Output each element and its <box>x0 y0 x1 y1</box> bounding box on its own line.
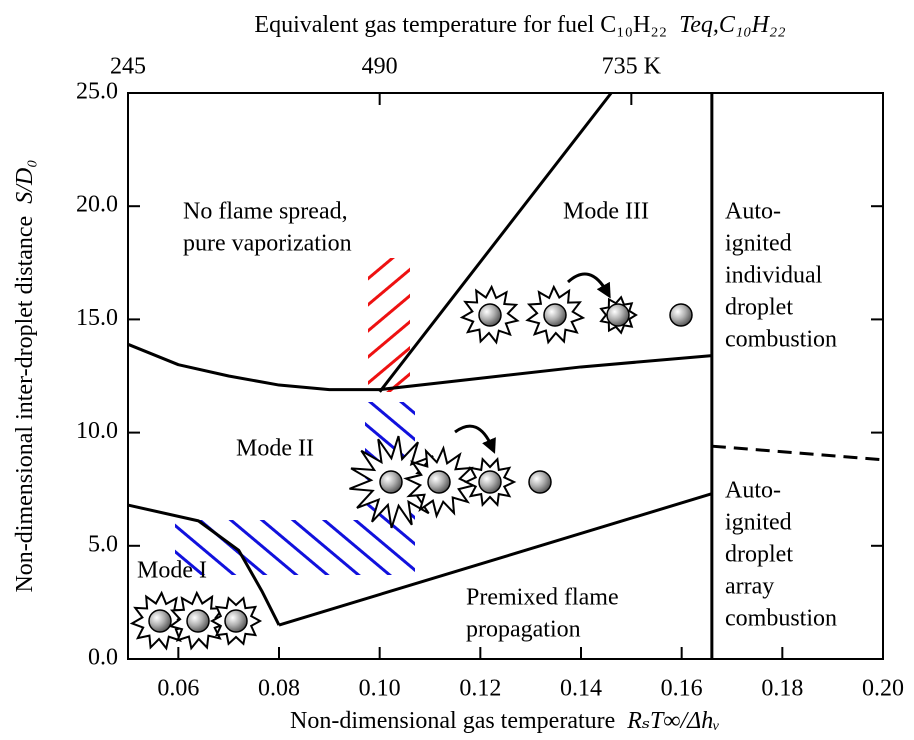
arrow <box>566 272 611 299</box>
boundary-line <box>711 444 884 462</box>
droplet <box>669 303 693 327</box>
droplet <box>148 609 172 633</box>
annotation: droplet <box>725 295 793 321</box>
x-tick-label: 0.12 <box>459 676 501 702</box>
annotation: No flame spread, <box>183 199 348 225</box>
annotation: ignited <box>725 231 792 257</box>
annotation: Auto- <box>725 199 781 225</box>
annotation: droplet <box>725 542 793 568</box>
x-tick-label: 0.18 <box>761 676 803 702</box>
boundary-line <box>378 92 613 393</box>
hatching <box>175 258 415 575</box>
annotation: Premixed flame <box>466 585 619 611</box>
y-axis-symbol: S/D₀ <box>12 159 38 203</box>
top-axis-label-text: Equivalent gas temperature for fuel C₁₀H… <box>254 12 667 38</box>
annotation: pure vaporization <box>183 231 352 257</box>
droplet <box>186 609 210 633</box>
top-tick-label: 735 K <box>602 54 662 80</box>
x-axis-symbol: RₛT∞/Δhᵥ <box>626 708 720 734</box>
droplets <box>129 272 693 651</box>
x-axis-label: Non-dimensional gas temperature RₛT∞/Δhᵥ <box>290 708 720 734</box>
x-tick-label: 0.20 <box>862 676 904 702</box>
droplet <box>478 303 502 327</box>
droplet <box>478 470 502 494</box>
x-tick-label: 0.10 <box>359 676 401 702</box>
y-tick-label: 15.0 <box>76 305 118 331</box>
x-tick-label: 0.16 <box>661 676 703 702</box>
top-axis-label: Equivalent gas temperature for fuel C₁₀H… <box>254 12 785 38</box>
annotation: combustion <box>725 327 837 353</box>
top-tick-label: 490 <box>362 54 398 80</box>
y-axis-label: Non-dimensional inter-droplet distance S/… <box>12 159 38 592</box>
annotation: Auto- <box>725 478 781 504</box>
top-tick-label: 245 <box>110 54 146 80</box>
boundary-line <box>278 492 713 627</box>
droplet <box>427 470 451 494</box>
y-axis-label-text: Non-dimensional inter-droplet distance <box>12 216 38 593</box>
annotation: combustion <box>725 606 837 632</box>
droplet <box>379 470 403 494</box>
annotation: propagation <box>466 617 581 643</box>
droplet <box>528 470 552 494</box>
plot-area: 0.06 0.08 0.10 0.12 0.14 0.16 0.18 0.20 245 490 73… <box>76 54 904 702</box>
plot-frame <box>127 92 884 660</box>
y-tick-label: 20.0 <box>76 192 118 218</box>
annotation: Mode III <box>563 199 649 225</box>
annotation: array <box>725 574 774 600</box>
arrow <box>454 424 496 454</box>
x-tick-label: 0.08 <box>258 676 300 702</box>
annotation: individual <box>725 263 823 289</box>
y-tick-label: 25.0 <box>76 79 118 105</box>
x-tick-label: 0.14 <box>560 676 602 702</box>
annotation: ignited <box>725 510 792 536</box>
red-hatch <box>368 258 410 392</box>
x-tick-label: 0.06 <box>157 676 199 702</box>
boundary-line <box>127 503 281 626</box>
blue-hatch <box>175 402 415 575</box>
annotation: Mode II <box>236 436 314 462</box>
y-tick-label: 10.0 <box>76 418 118 444</box>
y-tick-label: 5.0 <box>88 531 118 557</box>
top-axis-symbol: Teq,C₁₀H₂₂ <box>679 12 786 38</box>
droplet <box>224 609 248 633</box>
boundary-line <box>127 342 712 392</box>
annotation: Mode I <box>137 558 207 584</box>
droplet <box>606 303 630 327</box>
droplet <box>543 303 567 327</box>
x-axis-label-text: Non-dimensional gas temperature <box>290 708 615 734</box>
y-tick-label: 0.0 <box>88 645 118 671</box>
